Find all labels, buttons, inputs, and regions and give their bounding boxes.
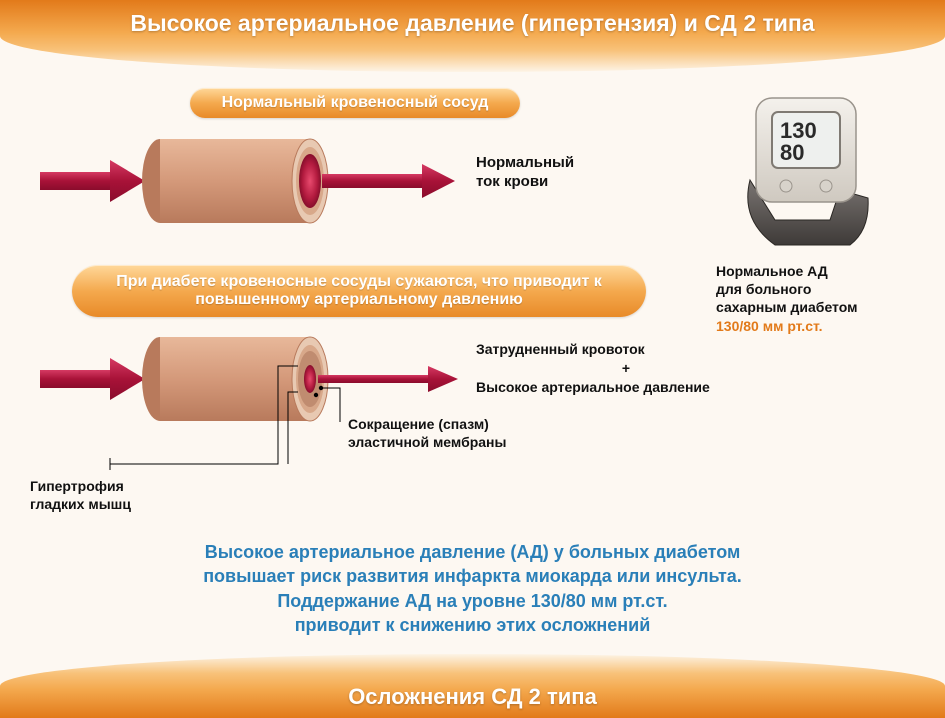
monitor-caption: Нормальное АД для больного сахарным диаб… [716,262,926,335]
hypertrophy-label: Гипертрофия гладких мышц [30,478,131,513]
normal-vessel-diagram [40,120,470,240]
top-banner: Высокое артериальное давление (гипертенз… [0,0,945,72]
pill-diabetes-vessel: При диабете кровеносные сосуды сужаются,… [72,265,646,317]
text: для больного [716,281,811,297]
page-title: Высокое артериальное давление (гипертенз… [130,10,814,37]
bottom-title: Осложнения СД 2 типа [348,684,597,710]
bp-monitor-icon: 130 80 [720,90,890,260]
pill-normal-vessel: Нормальный кровеносный сосуд [190,88,520,118]
restricted-flow-label: Затрудненный кровоток + Высокое артериал… [476,340,776,397]
info-text: Высокое артериальное давление (АД) у бол… [0,540,945,637]
text: Высокое артериальное давление (АД) у бол… [205,542,741,562]
text: Нормальный [476,154,574,171]
arrow-in-icon [40,358,145,400]
text: Сокращение (спазм) [348,416,489,432]
text: сахарным диабетом [716,299,857,315]
text: эластичной мембраны [348,434,506,450]
text: Поддержание АД на уровне 130/80 мм рт.ст… [277,591,667,611]
membrane-label: Сокращение (спазм) эластичной мембраны [348,416,506,451]
text: гладких мышц [30,496,131,512]
text: Затрудненный кровоток [476,341,645,357]
monitor-diastolic: 80 [780,140,804,165]
text: Высокое артериальное давление [476,379,710,395]
bottom-banner: Осложнения СД 2 типа [0,654,945,718]
text: ток крови [476,173,548,190]
text: повышает риск развития инфаркта миокарда… [203,566,742,586]
arrow-out-icon [322,164,455,198]
arrow-in-icon [40,160,145,202]
monitor-accent-value: 130/80 мм рт.ст. [716,318,823,334]
vessel-tube [142,139,328,223]
text: + [476,359,776,378]
normal-flow-label: Нормальный ток крови [476,154,574,192]
text: Нормальное АД [716,263,828,279]
text: Гипертрофия [30,478,124,494]
vessel-tube [142,337,328,421]
text: приводит к снижению этих осложнений [295,615,651,635]
